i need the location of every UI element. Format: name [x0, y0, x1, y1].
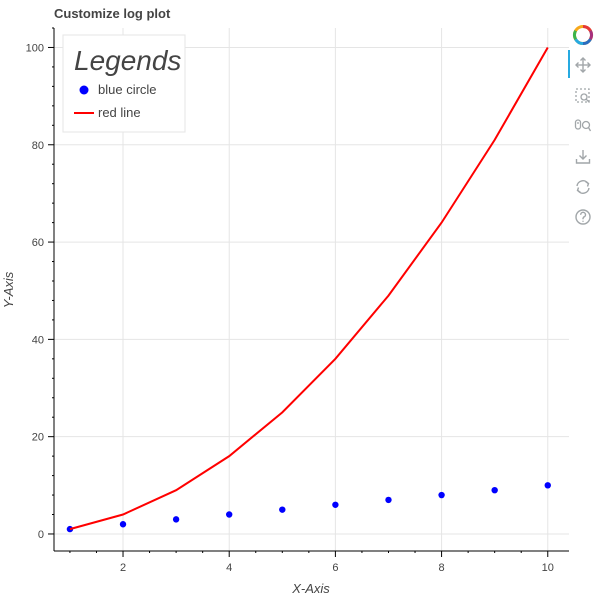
- x-tick-label: 6: [332, 562, 338, 574]
- legend-title: Legends: [74, 45, 181, 76]
- bokeh-logo-icon[interactable]: [573, 24, 593, 46]
- y-tick-label: 100: [26, 42, 44, 54]
- scatter-point: [226, 511, 233, 518]
- legend-box: [62, 34, 186, 133]
- x-tick-label: 2: [120, 562, 126, 574]
- legend-item-blue-circle[interactable]: blue circle: [79, 82, 157, 97]
- y-tick-label: 80: [32, 140, 44, 152]
- y-tick-label: 40: [32, 334, 44, 346]
- legend[interactable]: Legends blue circle red line: [62, 34, 186, 133]
- scatter-point: [119, 521, 127, 528]
- y-tick-label: 0: [38, 529, 44, 541]
- scatter-point: [332, 501, 339, 508]
- x-axis-label: X-Axis: [291, 581, 330, 596]
- chart-title: Customize log plot: [54, 6, 171, 21]
- y-tick-label: 60: [32, 237, 44, 249]
- y-axis-label: Y-Axis: [1, 271, 16, 308]
- x-axis-ticks: 2 4 6 8 10: [69, 551, 554, 574]
- series-line-red: [69, 46, 549, 531]
- legend-label-red-line: red line: [98, 105, 141, 120]
- save-tool-icon[interactable]: [575, 150, 591, 164]
- scatter-point: [385, 496, 392, 504]
- axes: [53, 28, 569, 552]
- pan-tool-icon[interactable]: [575, 57, 591, 73]
- scatter-point: [438, 491, 445, 499]
- x-tick-label: 8: [439, 562, 445, 574]
- legend-glyph-circle: [79, 85, 89, 95]
- scatter-point: [491, 486, 498, 494]
- toolbar: [568, 24, 593, 225]
- x-tick-label: 10: [542, 562, 554, 574]
- box-zoom-tool-icon[interactable]: [575, 88, 590, 103]
- wheel-zoom-tool-icon[interactable]: [574, 119, 592, 132]
- y-tick-label: 20: [32, 432, 44, 444]
- x-tick-label: 4: [226, 562, 232, 574]
- scatter-point: [279, 506, 286, 513]
- y-axis-ticks: 0 20 40 60 80 100: [26, 27, 54, 541]
- plot-series: [66, 46, 551, 533]
- scatter-point: [544, 482, 551, 489]
- legend-item-red-line[interactable]: red line: [74, 105, 141, 120]
- scatter-point: [172, 516, 180, 523]
- help-tool-icon[interactable]: [575, 209, 591, 225]
- reset-tool-icon[interactable]: [576, 180, 590, 194]
- legend-label-blue-circle: blue circle: [98, 82, 157, 97]
